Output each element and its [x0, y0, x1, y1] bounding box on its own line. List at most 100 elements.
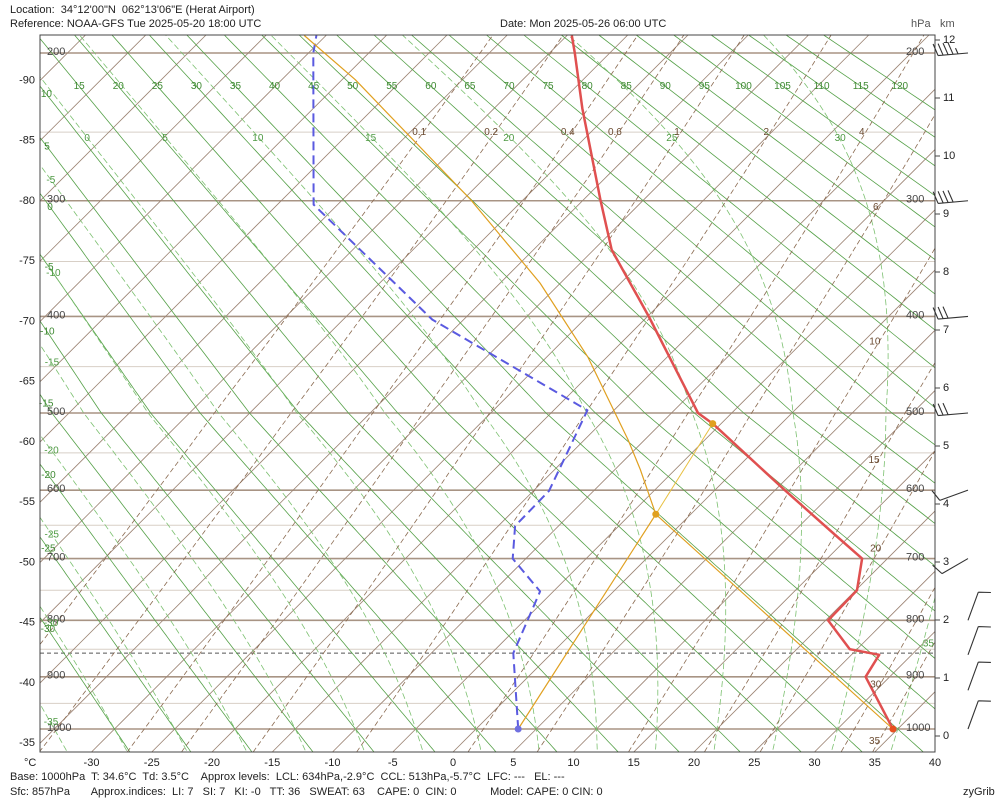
y-axis-label: hPa	[911, 18, 931, 30]
dry-adiabat	[40, 616, 131, 752]
pressure-label: 800	[47, 613, 65, 625]
dry-adiabat	[40, 463, 253, 752]
x-axis-label: °C	[24, 757, 36, 769]
dry-adiabat	[560, 35, 935, 331]
mixing-ratio-label: 2	[763, 127, 769, 138]
x-tick-label: -20	[204, 757, 220, 769]
y2-tick-label: 1	[943, 672, 949, 684]
dry-adiabat	[111, 35, 802, 752]
x-tick-label: -30	[84, 757, 100, 769]
dry-adiabat	[523, 35, 935, 369]
isotherm	[40, 35, 388, 383]
x-tick-label: 25	[748, 757, 760, 769]
dry-adiabat-label: 10	[41, 89, 53, 100]
wind-barb	[967, 591, 991, 621]
x-tick-label: -15	[264, 757, 280, 769]
isotherm	[40, 35, 508, 503]
pressure-label: 300	[47, 194, 65, 206]
moist-adiabat	[40, 76, 482, 752]
date: Date: Mon 2025-05-26 06:00 UTC	[500, 18, 666, 30]
x-tick-label: -10	[325, 757, 341, 769]
isotherm	[693, 510, 935, 752]
dry-adiabat	[40, 136, 558, 752]
dry-adiabat-label: 25	[152, 81, 164, 92]
isotherm	[40, 35, 448, 443]
isotherm	[90, 35, 810, 752]
mixing-ratio-line	[356, 35, 832, 752]
dry-adiabat-label: 55	[386, 81, 398, 92]
dry-adiabat	[40, 536, 192, 752]
x-tick-label: 5	[510, 757, 516, 769]
moist-adiabat-label: -30	[44, 618, 59, 629]
isotherm-label: -85	[19, 135, 35, 147]
pressure-label: 600	[47, 483, 65, 495]
isotherm	[331, 148, 935, 752]
moist-adiabat	[78, 35, 540, 752]
mixing-ratio-label: 20	[870, 543, 882, 554]
dry-adiabat-label: 20	[113, 81, 125, 92]
isotherm-label: -80	[19, 195, 35, 207]
dry-adiabat-label: 40	[269, 81, 281, 92]
moist-adiabat-label: 30	[835, 133, 847, 144]
level-point	[652, 510, 660, 518]
moist-adiabat	[762, 35, 889, 752]
isotherm-label: -55	[19, 496, 35, 508]
y2-tick-label: 8	[943, 266, 949, 278]
dry-adiabat-label: 85	[621, 81, 633, 92]
moist-adiabat	[40, 343, 307, 752]
dry-adiabat-label: -10	[40, 327, 55, 338]
moist-adiabat	[40, 605, 128, 752]
dry-adiabat	[298, 35, 935, 612]
isotherm	[40, 35, 629, 624]
dry-adiabat-label: 5	[44, 141, 50, 152]
mixing-ratio-label: 0.1	[412, 127, 426, 138]
dry-adiabat-label: -25	[41, 543, 56, 554]
isotherm-label: -40	[19, 677, 35, 689]
pressure-label: 400	[906, 309, 924, 321]
mixing-ratio-line	[126, 35, 639, 752]
moist-adiabat	[890, 595, 935, 752]
pressure-label: 600	[906, 483, 924, 495]
dry-adiabat	[373, 35, 935, 524]
mixing-ratio-label: 15	[868, 455, 880, 466]
x-tick-label: 35	[869, 757, 881, 769]
pressure-label: 400	[47, 309, 65, 321]
footer-line: Base: 1000hPa T: 34.6°C Td: 3.5°C Approx…	[10, 771, 565, 783]
moist-adiabat-label: 10	[252, 133, 264, 144]
dry-adiabat-label: 120	[891, 81, 908, 92]
x-tick-label: 20	[688, 757, 700, 769]
isotherm-label: -70	[19, 315, 35, 327]
mixing-ratio-line	[627, 247, 935, 752]
wind-barb	[967, 700, 991, 730]
dry-adiabat	[485, 35, 935, 409]
dry-adiabat-label: 110	[814, 81, 830, 92]
dry-adiabat	[410, 35, 935, 484]
y2-tick-label: 4	[943, 498, 949, 510]
mixing-ratio-line	[252, 35, 745, 752]
mixing-ratio-label: 0.2	[484, 127, 498, 138]
y2-tick-label: 12	[943, 34, 955, 46]
dry-adiabat-label: 50	[347, 81, 359, 92]
dry-adiabat-label: 35	[230, 81, 242, 92]
y2-tick-label: 5	[943, 440, 949, 452]
wind-barb	[967, 661, 991, 691]
mixing-ratio-label: 10	[869, 337, 881, 348]
dry-adiabat-label: 15	[74, 81, 86, 92]
isotherm	[512, 329, 935, 752]
isotherm-label: -90	[19, 74, 35, 86]
wind-barb	[932, 42, 969, 57]
pressure-label: 700	[47, 551, 65, 563]
isotherm	[211, 35, 930, 752]
mixing-ratio-line	[181, 35, 685, 752]
profile-line	[303, 35, 894, 730]
moist-adiabat	[401, 35, 727, 752]
moist-adiabat-label: -15	[45, 358, 60, 369]
dry-adiabat	[40, 38, 680, 752]
dry-adiabat	[635, 35, 935, 261]
y2-tick-label: 0	[943, 730, 949, 742]
moist-adiabat-label: 35	[923, 638, 935, 649]
y2-tick-label: 10	[943, 150, 955, 162]
y2-tick-label: 6	[943, 382, 949, 394]
